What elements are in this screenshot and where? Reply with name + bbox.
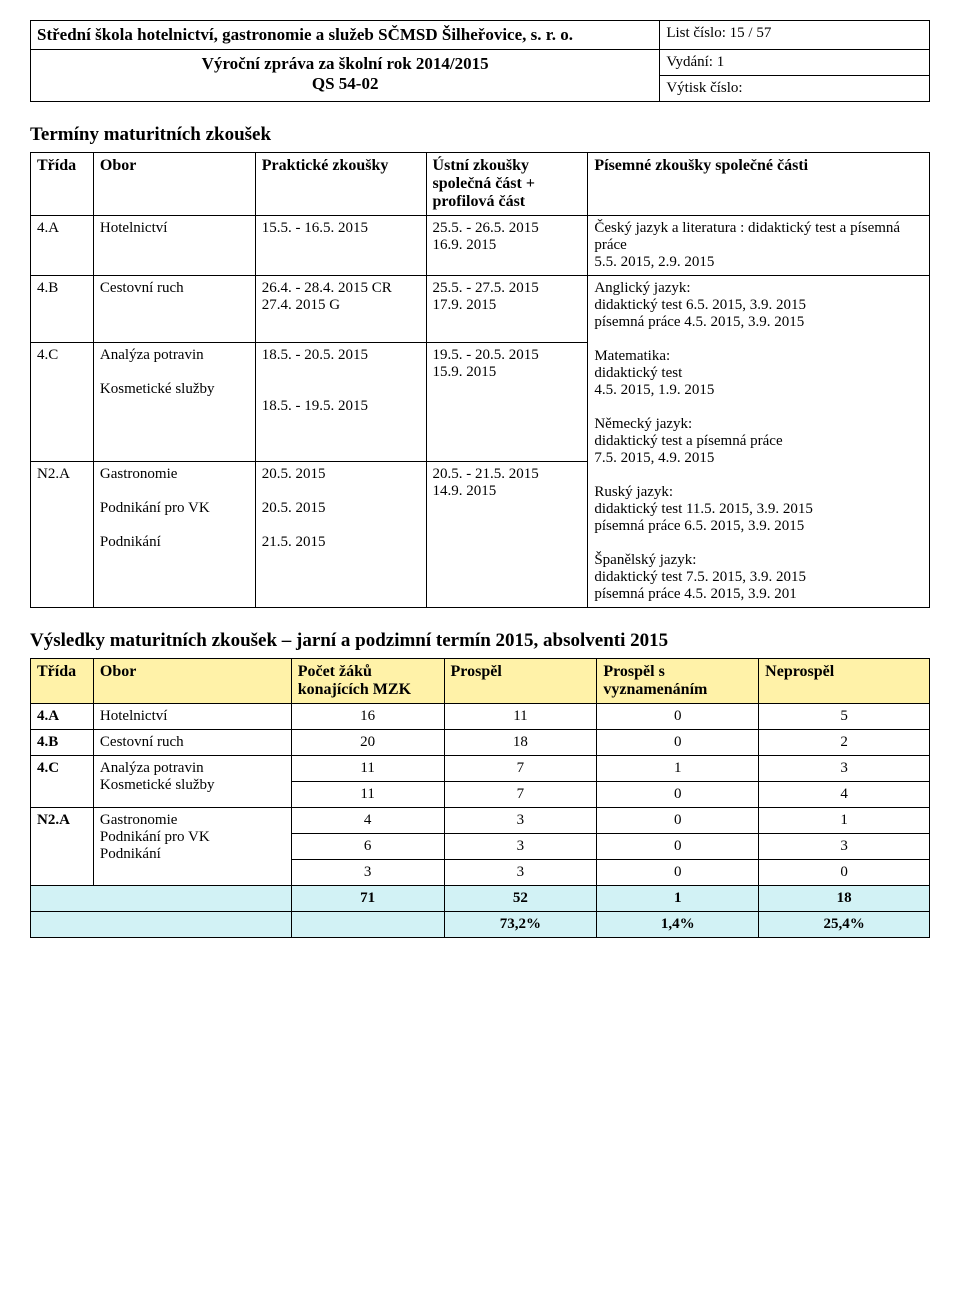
results-table: Třída Obor Počet žáků konajících MZK Pro… — [30, 658, 930, 938]
results-row-4c-1: 4.C Analýza potravin Kosmetické služby 1… — [31, 756, 930, 782]
exam-terms-table: Třída Obor Praktické zkoušky Ústní zkouš… — [30, 152, 930, 608]
results-row-4a: 4.A Hotelnictví 16 11 0 5 — [31, 704, 930, 730]
col-header-prakticke: Praktické zkoušky — [255, 153, 426, 216]
col-header-pisemne: Písemné zkoušky společné části — [588, 153, 930, 216]
totals-pct-prospel: 73,2% — [444, 912, 597, 938]
totals-prospel: 52 — [444, 886, 597, 912]
r4c2-neprospel: 4 — [759, 782, 930, 808]
exam-4a-obor: Hotelnictví — [93, 216, 255, 276]
results-totals-abs: 71 52 1 18 — [31, 886, 930, 912]
exam-4c-ustni: 19.5. - 20.5. 2015 15.9. 2015 — [426, 342, 588, 461]
col-header-trida: Třída — [31, 153, 94, 216]
r4b-prospel-v: 0 — [597, 730, 759, 756]
results-row-n2a-1: N2.A Gastronomie Podnikání pro VK Podnik… — [31, 808, 930, 834]
vydani-cell: Vydání: 1 — [660, 50, 930, 76]
exam-4b-prakt: 26.4. - 28.4. 2015 CR 27.4. 2015 G — [255, 276, 426, 343]
exam-4c-trida: 4.C — [31, 342, 94, 461]
r4a-neprospel: 5 — [759, 704, 930, 730]
exam-4a-ustni: 25.5. - 26.5. 2015 16.9. 2015 — [426, 216, 588, 276]
rcol-prospel-v: Prospěl s vyznamenáním — [597, 659, 759, 704]
exam-n2a-ustni: 20.5. - 21.5. 2015 14.9. 2015 — [426, 462, 588, 608]
exam-row-4a: 4.A Hotelnictví 15.5. - 16.5. 2015 25.5.… — [31, 216, 930, 276]
report-title-cell: Výroční zpráva za školní rok 2014/2015 Q… — [31, 50, 660, 102]
r4c-trida: 4.C — [31, 756, 94, 808]
exam-4b-ustni: 25.5. - 27.5. 2015 17.9. 2015 — [426, 276, 588, 343]
results-title: Výsledky maturitních zkoušek – jarní a p… — [30, 630, 930, 652]
r4b-pocet: 20 — [291, 730, 444, 756]
r4c1-pocet: 11 — [291, 756, 444, 782]
r4b-neprospel: 2 — [759, 730, 930, 756]
rn2a1-prospel-v: 0 — [597, 808, 759, 834]
rn2a1-prospel: 3 — [444, 808, 597, 834]
rcol-obor: Obor — [93, 659, 291, 704]
exam-n2a-prakt: 20.5. 2015 20.5. 2015 21.5. 2015 — [255, 462, 426, 608]
r4a-trida: 4.A — [31, 704, 94, 730]
totals-neprospel: 18 — [759, 886, 930, 912]
totals-blank2 — [31, 912, 292, 938]
rn2a-trida: N2.A — [31, 808, 94, 886]
vytisk-cell: Výtisk číslo: — [660, 76, 930, 102]
totals-pct-pocet — [291, 912, 444, 938]
report-title-line1: Výroční zpráva za školní rok 2014/2015 — [202, 54, 489, 73]
rcol-trida: Třída — [31, 659, 94, 704]
rn2a3-prospel: 3 — [444, 860, 597, 886]
r4c2-pocet: 11 — [291, 782, 444, 808]
report-title-line2: QS 54-02 — [312, 74, 379, 93]
exam-4a-prakt: 15.5. - 16.5. 2015 — [255, 216, 426, 276]
rn2a3-prospel-v: 0 — [597, 860, 759, 886]
rcol-pocet: Počet žáků konajících MZK — [291, 659, 444, 704]
exam-n2a-obor: Gastronomie Podnikání pro VK Podnikání — [93, 462, 255, 608]
exam-4c-prakt: 18.5. - 20.5. 2015 18.5. - 19.5. 2015 — [255, 342, 426, 461]
r4b-obor: Cestovní ruch — [93, 730, 291, 756]
rn2a3-neprospel: 0 — [759, 860, 930, 886]
header-table: Střední škola hotelnictví, gastronomie a… — [30, 20, 930, 102]
exam-4c-obor: Analýza potravin Kosmetické služby — [93, 342, 255, 461]
rn2a2-neprospel: 3 — [759, 834, 930, 860]
col-header-ustni: Ústní zkoušky společná část + profilová … — [426, 153, 588, 216]
rcol-neprospel: Neprospěl — [759, 659, 930, 704]
rn2a-obor: Gastronomie Podnikání pro VK Podnikání — [93, 808, 291, 886]
exam-n2a-trida: N2.A — [31, 462, 94, 608]
r4b-trida: 4.B — [31, 730, 94, 756]
rn2a2-prospel-v: 0 — [597, 834, 759, 860]
totals-blank1 — [31, 886, 292, 912]
results-totals-pct: 73,2% 1,4% 25,4% — [31, 912, 930, 938]
rn2a2-prospel: 3 — [444, 834, 597, 860]
r4a-pocet: 16 — [291, 704, 444, 730]
list-number-cell: List číslo: 15 / 57 — [660, 21, 930, 50]
r4c1-prospel: 7 — [444, 756, 597, 782]
r4c-obor: Analýza potravin Kosmetické služby — [93, 756, 291, 808]
exam-4b-trida: 4.B — [31, 276, 94, 343]
exam-4a-pisemne: Český jazyk a literatura : didaktický te… — [588, 216, 930, 276]
rn2a1-pocet: 4 — [291, 808, 444, 834]
r4b-prospel: 18 — [444, 730, 597, 756]
r4c2-prospel: 7 — [444, 782, 597, 808]
exam-pisemne-merged: Anglický jazyk: didaktický test 6.5. 201… — [588, 276, 930, 608]
r4c1-prospel-v: 1 — [597, 756, 759, 782]
r4a-prospel-v: 0 — [597, 704, 759, 730]
results-row-4b: 4.B Cestovní ruch 20 18 0 2 — [31, 730, 930, 756]
r4a-obor: Hotelnictví — [93, 704, 291, 730]
rn2a2-pocet: 6 — [291, 834, 444, 860]
r4c1-neprospel: 3 — [759, 756, 930, 782]
school-name-cell: Střední škola hotelnictví, gastronomie a… — [31, 21, 660, 50]
col-header-obor: Obor — [93, 153, 255, 216]
r4c2-prospel-v: 0 — [597, 782, 759, 808]
r4a-prospel: 11 — [444, 704, 597, 730]
totals-prospel-v: 1 — [597, 886, 759, 912]
totals-pct-prospel-v: 1,4% — [597, 912, 759, 938]
exam-terms-title: Termíny maturitních zkoušek — [30, 124, 930, 146]
rn2a1-neprospel: 1 — [759, 808, 930, 834]
rn2a3-pocet: 3 — [291, 860, 444, 886]
totals-pocet: 71 — [291, 886, 444, 912]
exam-row-4b: 4.B Cestovní ruch 26.4. - 28.4. 2015 CR … — [31, 276, 930, 343]
totals-pct-neprospel: 25,4% — [759, 912, 930, 938]
exam-4a-trida: 4.A — [31, 216, 94, 276]
rcol-prospel: Prospěl — [444, 659, 597, 704]
exam-4b-obor: Cestovní ruch — [93, 276, 255, 343]
